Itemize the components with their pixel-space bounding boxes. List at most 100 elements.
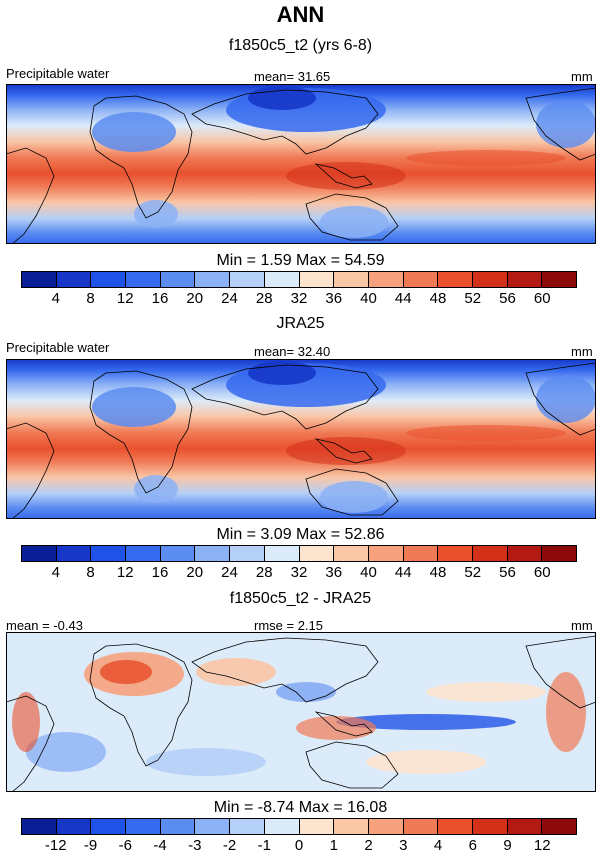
colorbar-swatch [160,819,196,834]
colorbar-tick-label: 40 [360,290,377,307]
colorbar-swatch [334,819,369,834]
colorbar-tick-label: 16 [151,290,169,307]
colorbar-swatch [507,272,543,287]
colorbar-swatch [22,272,57,287]
colorbar-tick-label: 56 [499,564,516,581]
panel-3-map [6,632,596,792]
colorbar-tick-label: -2 [222,837,237,854]
coastline [305,468,399,516]
colorbar-tick-label: 1 [329,837,338,854]
panel-1-colorbar [21,271,577,288]
colorbar-tick-label: 0 [294,837,304,854]
colorbar-swatch [160,546,196,561]
panel-1-map [6,84,596,244]
colorbar-tick-label: 8 [86,290,95,307]
colorbar-tick-label: 8 [86,564,95,581]
coastline [191,364,379,430]
colorbar-swatch [91,546,127,561]
colorbar-swatch [126,272,161,287]
panel-1-colorbar-ticks: 4 8 12 16 20 24 28 32 36 40 44 48 52 56 60 [21,290,577,308]
panel-2-map [6,359,596,519]
colorbar-swatch [507,819,543,834]
colorbar-swatch [195,546,231,561]
coastline [314,438,373,464]
panel-2-colorbar [21,545,577,562]
page-title: ANN [276,2,325,27]
coastline [305,193,399,241]
colorbar-tick-label: 28 [255,564,273,581]
colorbar-tick-label: 20 [186,564,204,581]
coastline [6,695,55,792]
panel-1-minmax: Min = 1.59 Max = 54.59 [216,252,385,269]
colorbar-swatch [126,546,161,561]
colorbar-swatch [299,272,335,287]
colorbar-swatch [56,546,92,561]
panel-1-units-label: mm [571,69,593,84]
coastline [6,147,55,244]
colorbar-swatch [230,546,265,561]
colorbar-swatch [264,272,300,287]
colorbar-tick-label: 4 [433,837,443,854]
colorbar-tick-label: 12 [533,837,551,854]
colorbar-tick-label: 4 [51,564,60,581]
colorbar-swatch [542,819,576,834]
colorbar-tick-label: 60 [533,290,551,307]
map-field [6,84,596,244]
coastline [314,711,373,737]
panel-3-colorbar-ticks: -12 -9 -6 -4 -3 -2 -1 0 1 2 3 4 6 9 12 [21,837,577,855]
colorbar-swatch [368,272,404,287]
colorbar-tick-label: 12 [116,564,134,581]
colorbar-swatch [299,819,335,834]
colorbar-swatch [91,819,127,834]
panel-1-mean-label: mean= 31.65 [254,69,331,84]
panel-2-title: JRA25 [276,315,325,332]
panel-3-minmax: Min = -8.74 Max = 16.08 [213,799,388,816]
colorbar-tick-label: 60 [533,564,551,581]
panel-3-mean-label: mean = -0.43 [6,618,83,633]
colorbar-swatch [91,272,127,287]
colorbar-swatch [403,272,439,287]
map-field [6,359,596,519]
coastline [525,362,596,436]
colorbar-tick-label: 20 [186,290,204,307]
panel-3-title: f1850c5_t2 - JRA25 [229,590,372,607]
colorbar-tick-label: 16 [151,564,169,581]
colorbar-swatch [438,546,473,561]
colorbar-swatch [438,819,473,834]
colorbar-swatch [472,819,508,834]
colorbar-tick-label: 4 [51,290,60,307]
colorbar-swatch [542,546,576,561]
colorbar-tick-label: 56 [499,290,516,307]
colorbar-tick-label: 24 [221,564,238,581]
panel-2-variable-label: Precipitable water [6,340,110,355]
coastline [191,89,379,155]
colorbar-tick-label: 48 [429,290,447,307]
colorbar-swatch [160,272,196,287]
colorbar-swatch [507,546,543,561]
colorbar-tick-label: 52 [464,290,482,307]
coastline [191,637,379,703]
colorbar-tick-label: -1 [257,837,271,854]
colorbar-tick-label: 24 [221,290,238,307]
coastline [89,95,193,219]
colorbar-swatch [542,272,576,287]
panel-2-minmax: Min = 3.09 Max = 52.86 [216,526,385,543]
map-field [6,632,596,792]
colorbar-tick-label: 36 [325,564,343,581]
panel-2-mean-label: mean= 32.40 [254,344,331,359]
colorbar-tick-label: 40 [360,564,377,581]
colorbar-tick-label: 12 [116,290,134,307]
panel-2-colorbar-ticks: 4 8 12 16 20 24 28 32 36 40 44 48 52 56 60 [21,564,577,582]
colorbar-swatch [472,272,508,287]
coastline [6,422,55,519]
panel-3-colorbar [21,818,577,835]
colorbar-tick-label: 32 [290,290,308,307]
colorbar-swatch [472,546,508,561]
colorbar-tick-label: 2 [364,837,373,854]
colorbar-tick-label: 9 [503,837,512,854]
colorbar-swatch [230,272,265,287]
colorbar-tick-label: 32 [290,564,308,581]
colorbar-swatch [438,272,473,287]
panel-2-units-label: mm [571,344,593,359]
colorbar-tick-label: 44 [394,564,412,581]
